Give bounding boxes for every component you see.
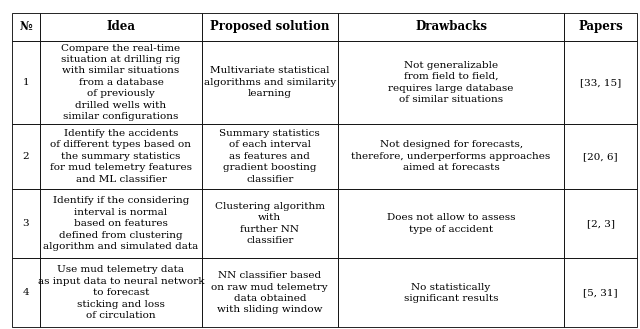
Bar (12, 189, 40, 258)
Text: Use mud telemetry data
as input data to neural network
to forecast
sticking and : Use mud telemetry data as input data to … (38, 266, 204, 320)
Text: Drawbacks: Drawbacks (415, 20, 487, 33)
Bar (40, 13, 202, 41)
Bar (564, 13, 637, 41)
Bar (12, 124, 40, 189)
Text: [2, 3]: [2, 3] (586, 219, 614, 228)
Bar (12, 258, 40, 327)
Text: No statistically
significant results: No statistically significant results (404, 283, 499, 303)
Bar (202, 41, 338, 124)
Text: Identify the accidents
of different types based on
the summary statistics
for mu: Identify the accidents of different type… (50, 129, 192, 184)
Bar (564, 258, 637, 327)
Bar (12, 13, 40, 41)
Bar (40, 189, 202, 258)
Bar (338, 13, 564, 41)
Text: [33, 15]: [33, 15] (580, 78, 621, 87)
Text: Idea: Idea (106, 20, 136, 33)
Bar (338, 124, 564, 189)
Text: 4: 4 (22, 288, 29, 297)
Text: Identify if the considering
interval is normal
based on features
defined from cl: Identify if the considering interval is … (44, 196, 198, 251)
Text: 2: 2 (22, 152, 29, 161)
Text: NN classifier based
on raw mud telemetry
data obtained
with sliding window: NN classifier based on raw mud telemetry… (211, 271, 328, 315)
Text: Not designed for forecasts,
therefore, underperforms approaches
aimed at forecas: Not designed for forecasts, therefore, u… (351, 140, 550, 172)
Text: Multivariate statistical
algorithms and similarity
learning: Multivariate statistical algorithms and … (204, 66, 336, 98)
Text: 1: 1 (22, 78, 29, 87)
Text: Compare the real-time
situation at drilling rig
with similar situations
from a d: Compare the real-time situation at drill… (61, 43, 180, 121)
Text: №: № (20, 20, 32, 33)
Text: Proposed solution: Proposed solution (210, 20, 330, 33)
Text: Summary statistics
of each interval
as features and
gradient boosting
classifier: Summary statistics of each interval as f… (220, 129, 320, 184)
Bar (564, 189, 637, 258)
Bar (338, 189, 564, 258)
Bar (338, 41, 564, 124)
Bar (40, 124, 202, 189)
Bar (564, 41, 637, 124)
Text: Papers: Papers (578, 20, 623, 33)
Text: Not generalizable
from field to field,
requires large database
of similar situat: Not generalizable from field to field, r… (388, 61, 514, 104)
Bar (40, 41, 202, 124)
Bar (202, 13, 338, 41)
Bar (12, 41, 40, 124)
Bar (202, 258, 338, 327)
Bar (564, 124, 637, 189)
Text: [20, 6]: [20, 6] (583, 152, 618, 161)
Bar (202, 124, 338, 189)
Text: [5, 31]: [5, 31] (583, 288, 618, 297)
Text: Clustering algorithm
with
further NN
classifier: Clustering algorithm with further NN cla… (215, 202, 324, 245)
Bar (338, 258, 564, 327)
Text: 3: 3 (22, 219, 29, 228)
Bar (40, 258, 202, 327)
Text: Does not allow to assess
type of accident: Does not allow to assess type of acciden… (387, 213, 515, 234)
Bar (202, 189, 338, 258)
